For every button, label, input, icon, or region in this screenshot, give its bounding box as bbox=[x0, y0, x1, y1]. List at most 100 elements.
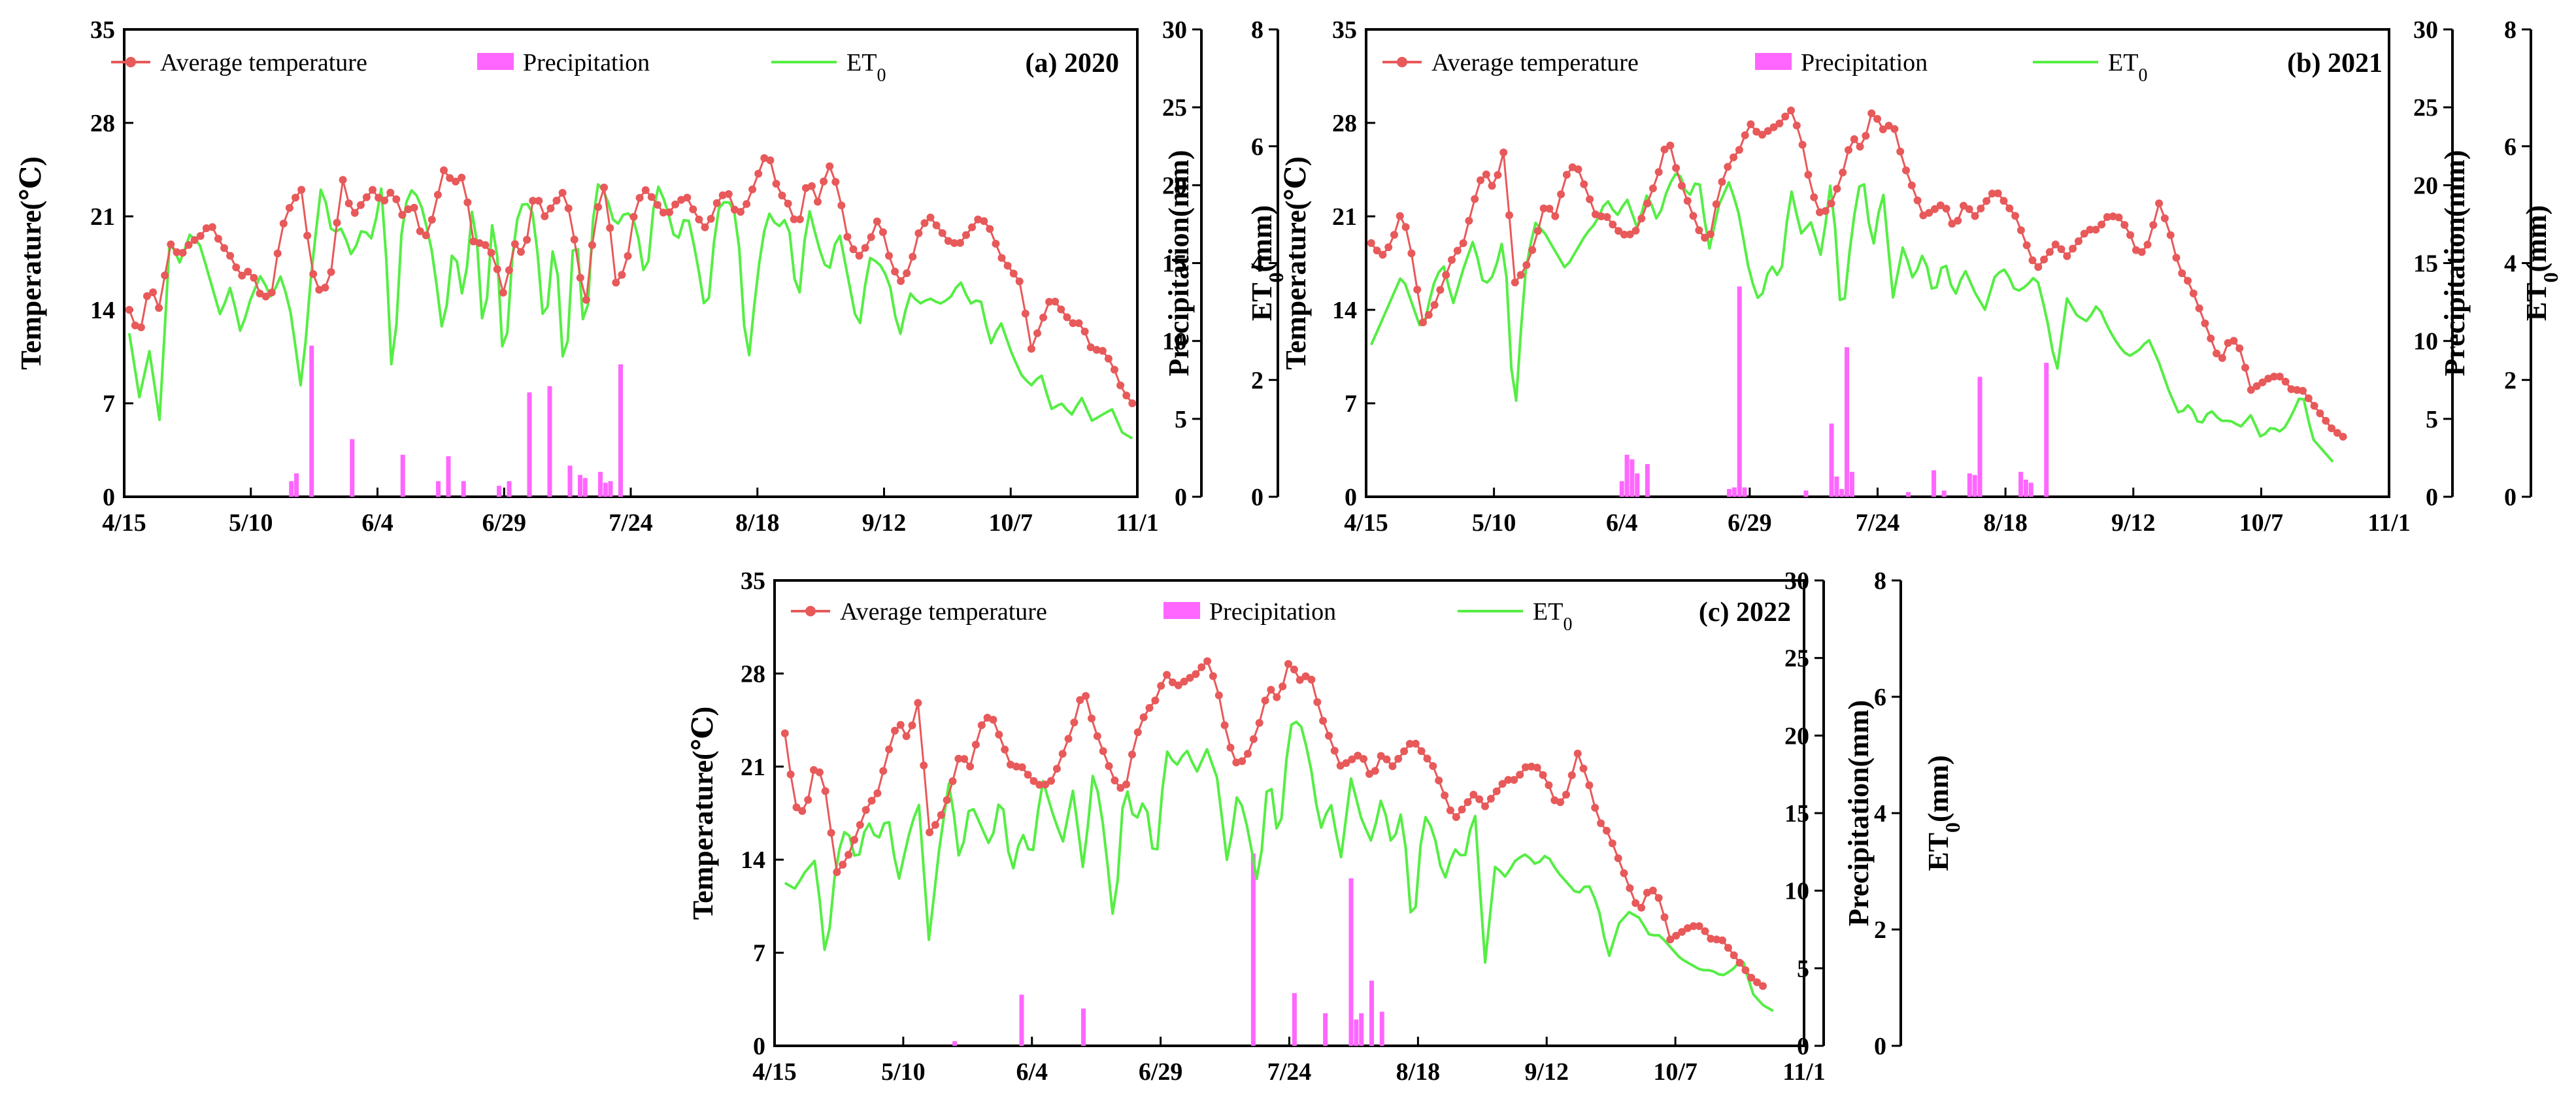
temp-point bbox=[730, 205, 739, 214]
temp-point bbox=[1643, 199, 1652, 208]
temp-point bbox=[1925, 209, 1933, 217]
temp-point bbox=[137, 323, 145, 331]
temp-point bbox=[2051, 241, 2060, 248]
temp-point bbox=[309, 270, 318, 278]
precip-bar bbox=[289, 481, 294, 497]
temp-point bbox=[1041, 780, 1050, 789]
temp-point bbox=[1683, 197, 1692, 205]
temp-point bbox=[481, 241, 490, 249]
temp-point bbox=[943, 796, 951, 805]
temp-point bbox=[1833, 184, 1841, 193]
temp-point bbox=[2103, 213, 2111, 221]
temp-point bbox=[885, 745, 894, 754]
x-tick-label: 5/10 bbox=[881, 1058, 926, 1086]
x-tick-label: 9/12 bbox=[862, 509, 907, 537]
temp-point bbox=[971, 741, 980, 749]
temp-point bbox=[1029, 777, 1038, 785]
temp-point bbox=[1080, 327, 1089, 336]
temp-point bbox=[1988, 190, 1996, 198]
temp-point bbox=[1873, 114, 1881, 123]
temp-point bbox=[867, 797, 876, 805]
temp-point bbox=[1446, 806, 1454, 814]
temp-point bbox=[1867, 109, 1876, 118]
temp-point bbox=[849, 245, 858, 254]
temp-point bbox=[2126, 231, 2135, 239]
temp-point bbox=[1423, 754, 1431, 763]
temp-point bbox=[344, 199, 353, 208]
precip-tick-label: 0 bbox=[1175, 484, 1187, 511]
temp-point bbox=[2213, 349, 2220, 358]
temp-point bbox=[1516, 271, 1525, 279]
temp-point bbox=[375, 193, 383, 202]
temp-point bbox=[1787, 107, 1795, 114]
temp-point bbox=[1689, 212, 1698, 220]
temp-point bbox=[2092, 226, 2100, 234]
temp-point bbox=[948, 777, 957, 786]
precip-tick-label: 5 bbox=[1175, 406, 1187, 433]
temp-point bbox=[1724, 163, 1732, 171]
temp-point bbox=[1654, 168, 1663, 176]
temp-point bbox=[1128, 750, 1136, 759]
temp-point bbox=[380, 196, 389, 205]
temp-point bbox=[1701, 233, 1709, 242]
temp-point bbox=[814, 197, 822, 206]
temp-point bbox=[1033, 329, 1041, 337]
temp-point bbox=[956, 239, 964, 247]
temp-point bbox=[1111, 365, 1118, 374]
temp-point bbox=[1382, 755, 1391, 763]
x-tick-label: 5/10 bbox=[1472, 509, 1516, 537]
temp-point bbox=[1244, 750, 1252, 758]
et0-line bbox=[784, 720, 1774, 1012]
temp-point bbox=[807, 182, 816, 190]
et0-axis-label: ET0(mm) bbox=[1922, 755, 1964, 871]
x-tick-label: 9/12 bbox=[2111, 509, 2156, 537]
temp-point bbox=[1249, 735, 1258, 743]
temp-point bbox=[2160, 214, 2169, 222]
temp-point bbox=[1585, 781, 1594, 790]
precip-tick-label: 5 bbox=[1797, 955, 1809, 982]
temp-point bbox=[926, 213, 935, 222]
et0-tick-label: 2 bbox=[1874, 916, 1886, 944]
precip-bar bbox=[578, 475, 582, 497]
temp-point bbox=[618, 271, 626, 279]
precip-bar bbox=[2028, 482, 2033, 497]
temp-point bbox=[2120, 221, 2129, 229]
temp-point bbox=[1267, 686, 1275, 694]
temp-point bbox=[856, 821, 864, 829]
temp-point bbox=[588, 241, 596, 249]
temp-point bbox=[995, 730, 1003, 739]
temp-point bbox=[1093, 732, 1101, 741]
temp-point bbox=[1021, 309, 1029, 318]
temp-point bbox=[1319, 716, 1328, 725]
temp-line bbox=[784, 660, 1764, 987]
temp-point bbox=[986, 225, 994, 233]
temp-point bbox=[1111, 777, 1119, 784]
temp-point bbox=[1390, 231, 1398, 239]
precip-tick-label: 15 bbox=[1784, 800, 1809, 828]
temp-tick-label: 0 bbox=[753, 1033, 765, 1060]
temp-point bbox=[845, 850, 853, 859]
temp-point bbox=[1039, 313, 1048, 322]
temp-point bbox=[493, 265, 501, 273]
temp-point bbox=[1626, 884, 1634, 892]
precip-axis-label: Precipitation(mm) bbox=[1163, 150, 1195, 376]
temp-point bbox=[1471, 195, 1479, 203]
temp-point bbox=[327, 268, 335, 276]
temp-tick-label: 7 bbox=[1345, 390, 1357, 418]
temp-tick-label: 21 bbox=[741, 754, 765, 781]
temp-point bbox=[1862, 131, 1870, 140]
panel-2020: 0 7 14 21 28 35 0 5 10 15 20 25 30 0 2 4 6 8 4/15 5/10 6/4 6/… bbox=[15, 16, 1288, 537]
temp-point bbox=[1075, 319, 1083, 327]
temp-point bbox=[1429, 762, 1437, 770]
temp-point bbox=[1419, 318, 1427, 327]
temp-point bbox=[1255, 719, 1263, 727]
temp-point bbox=[1459, 239, 1467, 247]
temp-point bbox=[517, 248, 525, 256]
temp-point bbox=[2057, 245, 2066, 254]
temp-point bbox=[1424, 310, 1433, 319]
temp-point bbox=[737, 208, 744, 216]
temp-point bbox=[1752, 127, 1761, 136]
temp-point bbox=[1620, 230, 1628, 239]
temp-point bbox=[855, 252, 863, 260]
temp-point bbox=[743, 200, 751, 209]
